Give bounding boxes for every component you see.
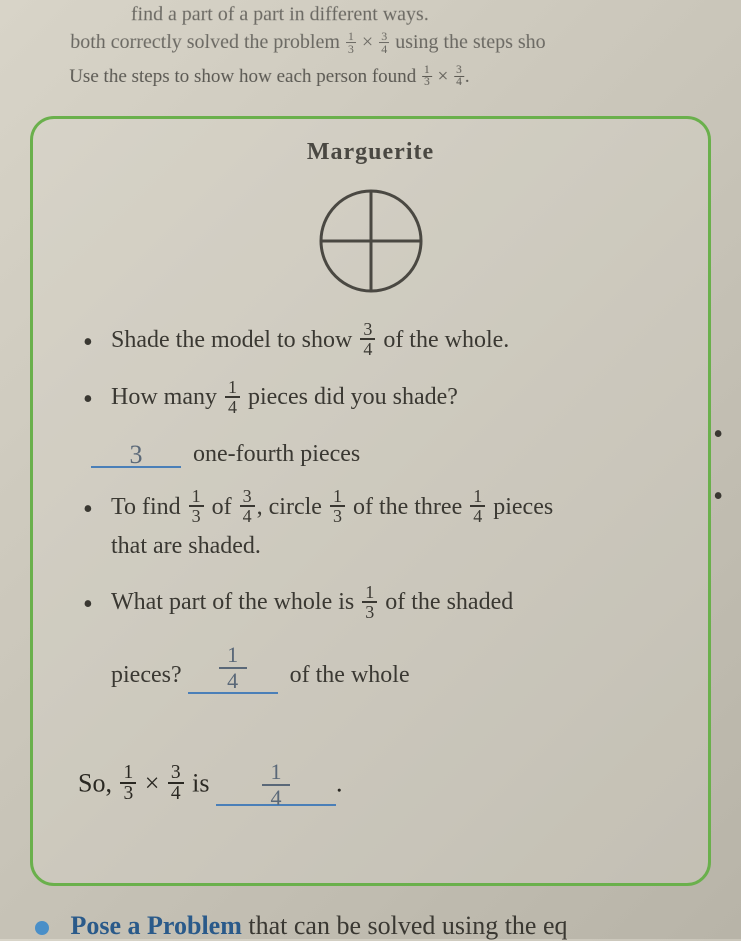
- b3a: To find: [111, 494, 181, 520]
- fraction-3-4-small: 34: [379, 30, 389, 55]
- b4a: What part of the whole is: [111, 589, 354, 615]
- b2a: How many: [111, 384, 217, 410]
- b3c: , circle: [257, 494, 322, 520]
- side-bullets: • •: [713, 419, 723, 543]
- fraction-1-4-b: 14: [470, 487, 485, 525]
- instruction-list: Shade the model to show 34 of the whole.…: [63, 321, 678, 418]
- b4b: of the shaded: [385, 589, 513, 615]
- b3b: of: [212, 494, 232, 520]
- bullet-what-part: What part of the whole is 13 of the shad…: [83, 583, 678, 694]
- intro-text-3: Use the steps to show how each person fo…: [69, 66, 417, 87]
- blank-2[interactable]: 1 4: [188, 637, 278, 694]
- so-times: ×: [145, 768, 160, 797]
- instruction-list-2: To find 13 of 34, circle 13 of the three…: [63, 488, 678, 695]
- intro-block: find a part of a part in different ways.…: [18, 0, 723, 100]
- card-title: Marguerite: [63, 139, 678, 166]
- so-line: So, 13 × 34 is 1 4 .: [63, 754, 678, 806]
- intro-text-2a: both correctly solved the problem: [70, 31, 340, 53]
- fraction-1-3-so: 13: [120, 763, 136, 804]
- pose-rest: that can be solved using the eq: [242, 911, 568, 940]
- bullet-how-many: How many 14 pieces did you shade?: [83, 378, 678, 417]
- fraction-3-4: 34: [360, 320, 375, 358]
- bullet-shade: Shade the model to show 34 of the whole.: [83, 321, 678, 360]
- fraction-1-3-c: 13: [362, 583, 377, 621]
- fraction-3-4-so: 34: [168, 763, 184, 804]
- handwritten-1-4-b: 1 4: [262, 762, 290, 808]
- fraction-1-3-small-2: 13: [422, 65, 432, 89]
- intro-line-2: both correctly solved the problem 13 × 3…: [70, 28, 691, 56]
- b2b: pieces did you shade?: [248, 384, 458, 410]
- fraction-1-4: 14: [225, 378, 240, 416]
- intro-text-1: find a part of a part in different ways.: [131, 3, 429, 25]
- fraction-3-4-b: 34: [240, 487, 255, 525]
- handwritten-3: 3: [130, 440, 143, 469]
- pose-bullet-icon: [35, 921, 49, 935]
- b4c: pieces?: [111, 662, 182, 688]
- circle-quarters-diagram: [316, 186, 426, 296]
- answer1-label: one-fourth pieces: [193, 441, 360, 467]
- worked-example-card: Marguerite Shade the model to show 34 of…: [30, 116, 711, 886]
- b3e: pieces: [493, 494, 553, 520]
- fraction-3-4-small-2: 34: [454, 65, 464, 89]
- b1b: of the whole.: [383, 327, 509, 353]
- page-content: find a part of a part in different ways.…: [0, 0, 741, 941]
- blank-1[interactable]: 3: [91, 436, 181, 468]
- b3d: of the three: [353, 494, 462, 520]
- fraction-1-3: 13: [189, 487, 204, 525]
- intro-text-2b: using the steps sho: [395, 31, 546, 53]
- fraction-1-3-b: 13: [330, 487, 345, 525]
- b3f: that are shaded.: [111, 533, 261, 559]
- bullet-to-find: To find 13 of 34, circle 13 of the three…: [83, 488, 678, 566]
- answer-line-1: 3 one-fourth pieces: [63, 436, 678, 468]
- handwritten-1-4: 1 4: [219, 645, 247, 691]
- b4d: of the whole: [290, 662, 410, 688]
- pose-bold: Pose a Problem: [71, 911, 242, 940]
- fraction-1-3-small: 13: [346, 30, 356, 55]
- intro-line-1: find a part of a part in different ways.: [71, 0, 690, 28]
- blank-3[interactable]: 1 4: [216, 754, 336, 806]
- circle-diagram-wrap: [63, 186, 678, 296]
- pose-problem-line: Pose a Problem that can be solved using …: [20, 911, 721, 941]
- intro-line-3: Use the steps to show how each person fo…: [69, 64, 693, 91]
- so-is: is: [192, 768, 209, 797]
- so-a: So,: [78, 768, 112, 797]
- b1a: Shade the model to show: [111, 327, 352, 353]
